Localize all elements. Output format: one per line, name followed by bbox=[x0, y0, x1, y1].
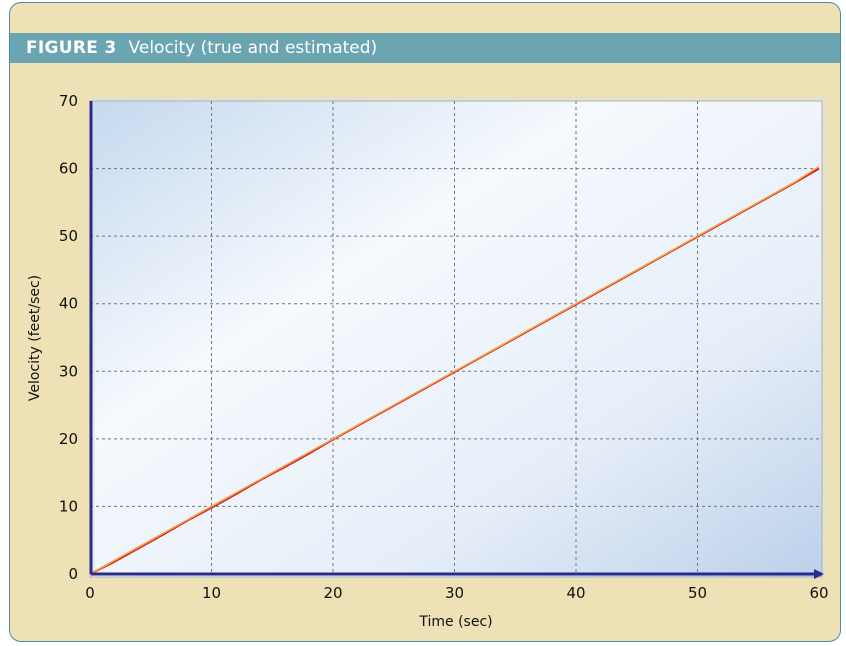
x-tick-label: 0 bbox=[85, 584, 95, 602]
y-tick-label: 40 bbox=[59, 295, 78, 313]
y-tick-labels: 0 10 20 30 40 50 60 70 bbox=[59, 92, 78, 583]
y-tick-label: 50 bbox=[59, 227, 78, 245]
y-tick-label: 20 bbox=[59, 430, 78, 448]
grid-lines bbox=[90, 101, 819, 574]
figure-title: Velocity (true and estimated) bbox=[128, 38, 378, 58]
x-tick-label: 40 bbox=[566, 584, 585, 602]
y-tick-label: 70 bbox=[59, 92, 78, 110]
plot-area bbox=[89, 100, 823, 578]
y-tick-label: 60 bbox=[59, 160, 78, 178]
y-tick-label: 0 bbox=[68, 565, 78, 583]
x-tick-label: 10 bbox=[202, 584, 221, 602]
y-tick-label: 10 bbox=[59, 497, 78, 515]
figure-label: FIGURE 3 bbox=[26, 38, 117, 58]
series-line-2 bbox=[89, 165, 820, 575]
x-tick-label: 60 bbox=[809, 584, 828, 602]
series-lines bbox=[89, 165, 820, 575]
axes bbox=[89, 101, 824, 579]
x-tick-label: 30 bbox=[445, 584, 464, 602]
x-tick-label: 50 bbox=[688, 584, 707, 602]
figure-title-bar: FIGURE 3 Velocity (true and estimated) bbox=[10, 33, 840, 63]
x-tick-labels: 0 10 20 30 40 50 60 bbox=[85, 584, 828, 602]
x-axis-title: Time (sec) bbox=[418, 614, 492, 630]
y-tick-label: 30 bbox=[59, 362, 78, 380]
x-tick-label: 20 bbox=[323, 584, 342, 602]
y-axis-title: Velocity (feet/sec) bbox=[27, 275, 43, 401]
